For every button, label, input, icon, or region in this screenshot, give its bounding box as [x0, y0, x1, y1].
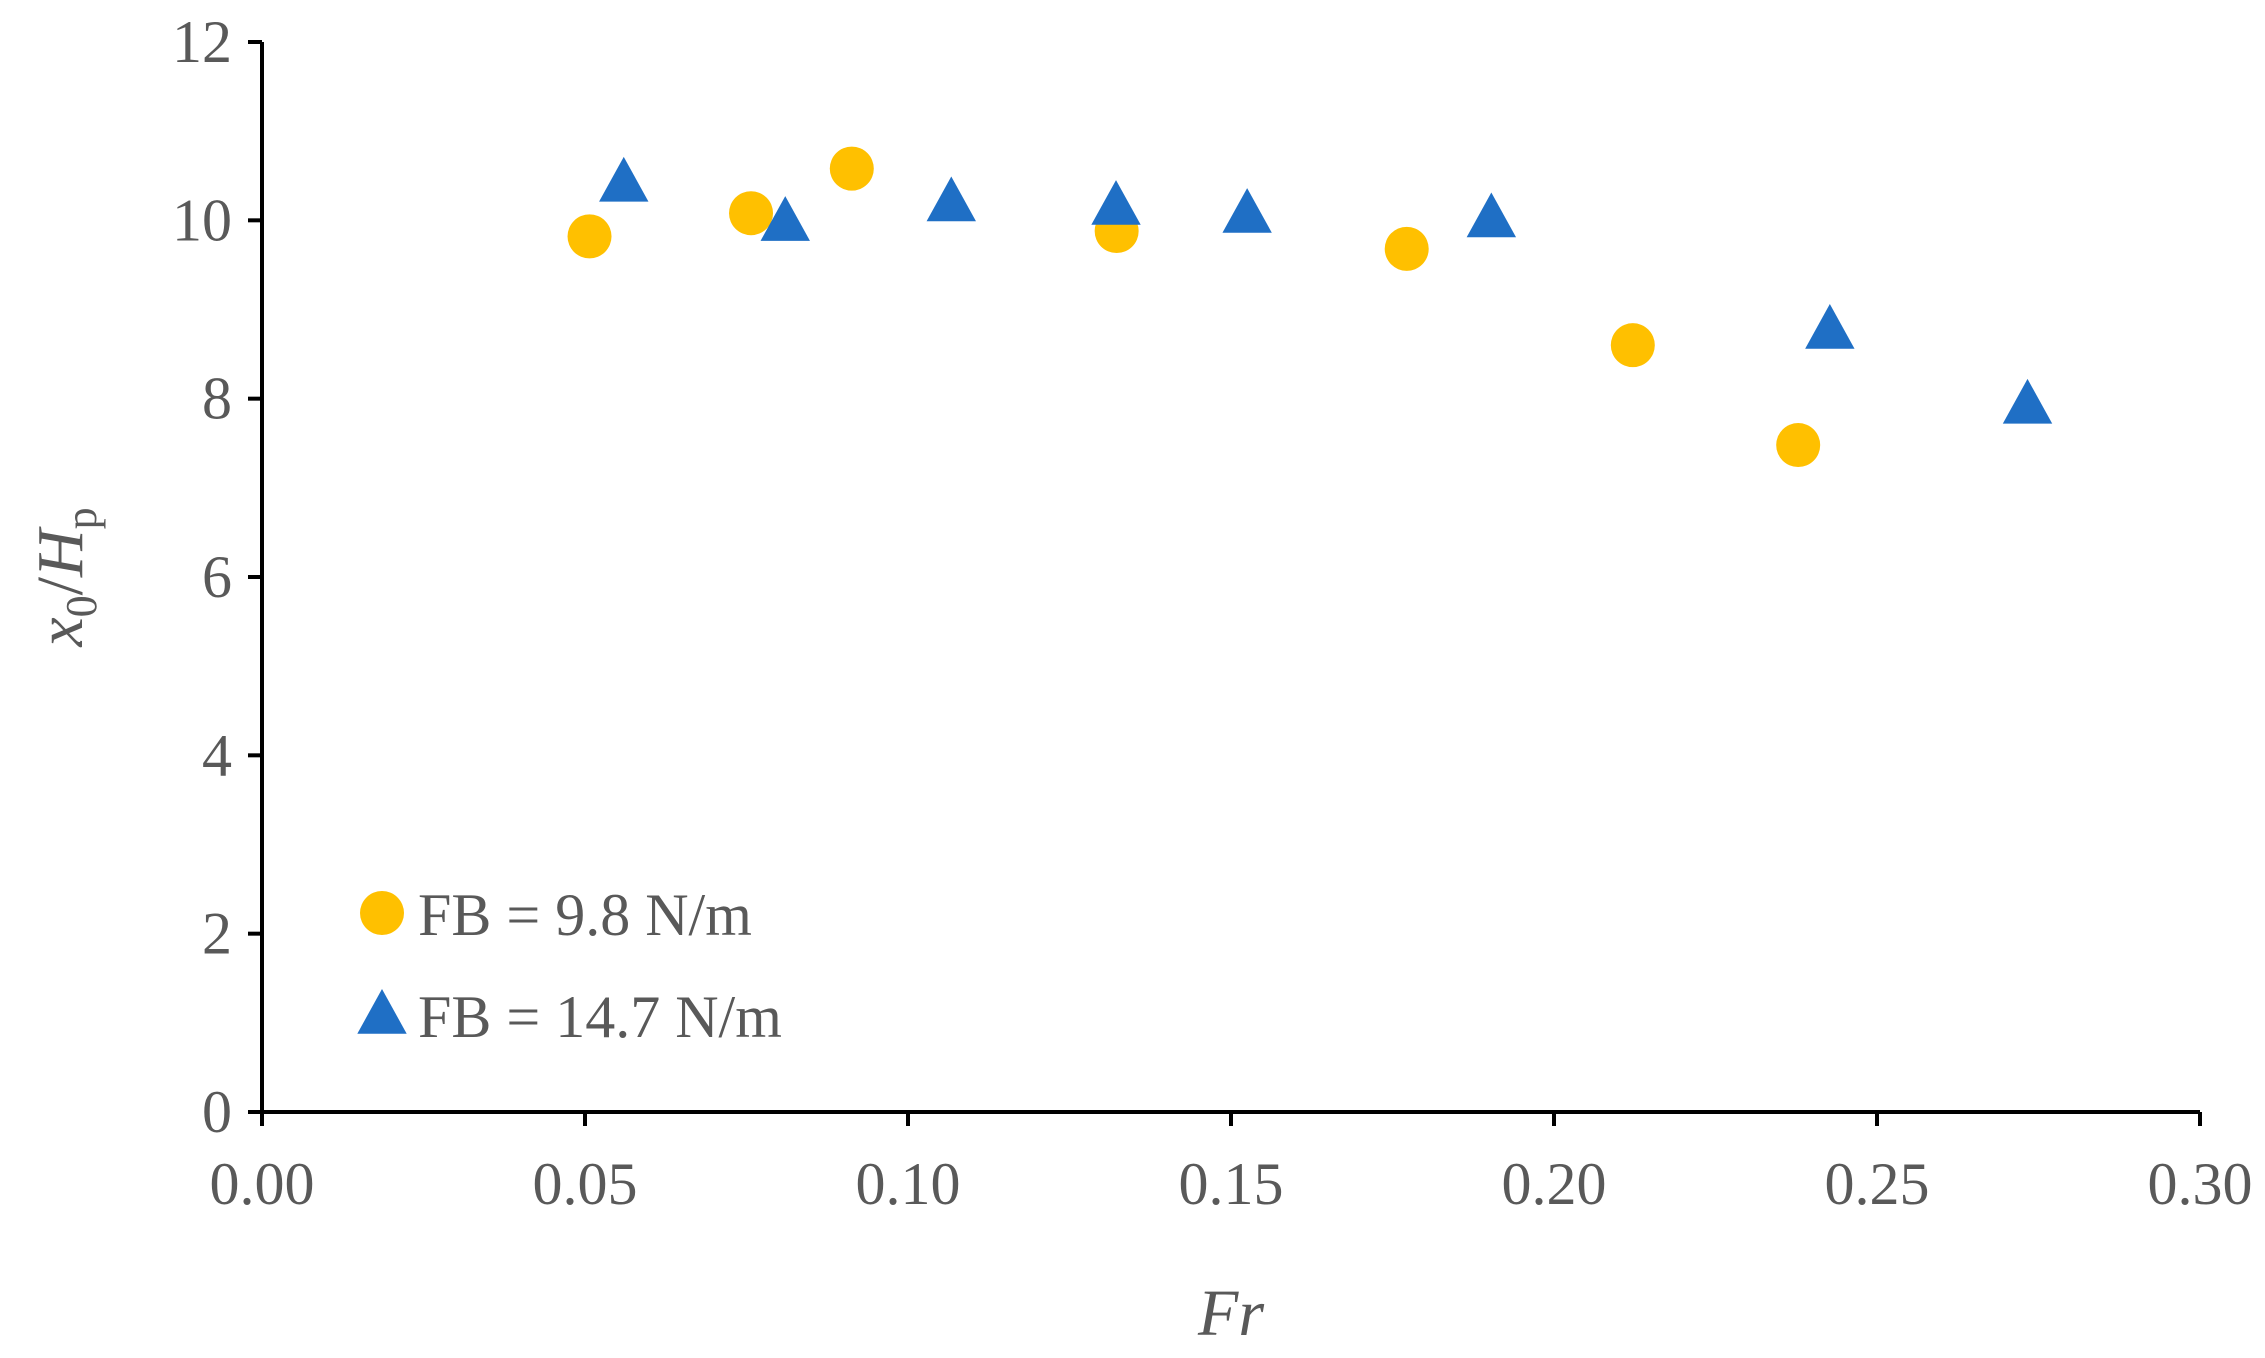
triangle-point [1091, 180, 1141, 225]
y-tick-label: 10 [172, 187, 232, 253]
y-label-sub2: p [57, 507, 106, 529]
legend-circle-icon [360, 891, 404, 935]
triangle-point [1805, 304, 1855, 349]
circle-point [1610, 323, 1655, 368]
data-marks [567, 146, 2053, 468]
x-tick-label: 0.15 [1179, 1151, 1284, 1217]
circle-point [829, 146, 874, 191]
y-tick-label: 0 [202, 1079, 232, 1145]
circle-point [1776, 423, 1821, 468]
triangle-point [2002, 378, 2053, 424]
y-axis-title: x0/Hp [24, 507, 106, 647]
x-tick-label: 0.25 [1825, 1151, 1930, 1217]
legend-triangle-icon [357, 989, 407, 1034]
legend-label: FB = 9.8 N/m [418, 882, 752, 948]
y-tick-label: 4 [202, 722, 232, 788]
y-label-sub1: 0 [57, 595, 106, 617]
triangle-point [599, 156, 649, 202]
y-label-slash: / [24, 576, 97, 595]
circle-point [567, 214, 612, 259]
triangle-point [1222, 188, 1272, 233]
x-axis-title: Fr [1197, 1277, 1264, 1350]
legend-label: FB = 14.7 N/m [418, 984, 782, 1050]
y-tick-label: 6 [202, 544, 232, 610]
y-tick-label: 8 [202, 366, 232, 432]
x-tick-label: 0.20 [1502, 1151, 1607, 1217]
triangle-point [760, 196, 810, 241]
y-tick-label: 2 [202, 901, 232, 967]
x-tick-label: 0.30 [2148, 1151, 2253, 1217]
legend: FB = 9.8 N/m FB = 14.7 N/m [357, 882, 782, 1050]
circle-point [1384, 226, 1429, 271]
axes: 0 2 4 6 8 10 12 0.00 0.05 0.10 0.15 0.20 0.25 0.30 Fr x… [24, 9, 2253, 1350]
x-tick-label: 0.10 [856, 1151, 961, 1217]
x-tick-label: 0.05 [533, 1151, 638, 1217]
triangle-point [1466, 192, 1517, 238]
x-tick-label: 0.00 [210, 1151, 315, 1217]
y-label-main2: H [24, 526, 97, 578]
y-label-main: x [24, 617, 97, 647]
y-tick-label: 12 [172, 9, 232, 75]
triangle-point [926, 176, 976, 222]
circle-point [729, 191, 774, 236]
